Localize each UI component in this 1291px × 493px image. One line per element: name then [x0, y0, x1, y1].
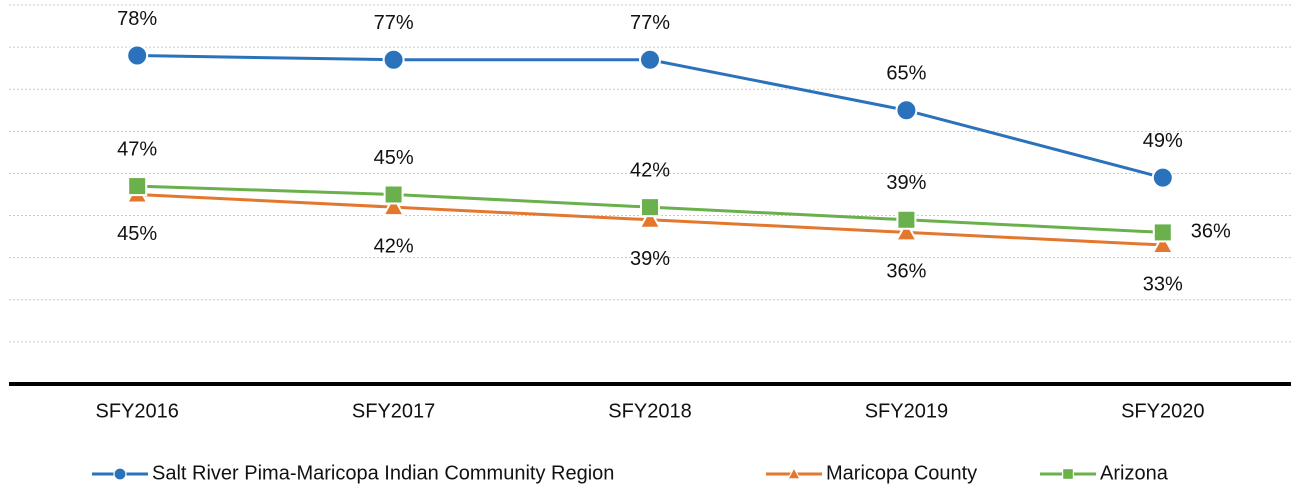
legend-label: Salt River Pima-Maricopa Indian Communit… [152, 462, 614, 484]
data-point [127, 176, 148, 197]
data-point [381, 195, 406, 217]
data-point [896, 209, 917, 230]
data-label: 39% [886, 172, 926, 194]
legend-label: Arizona [1100, 462, 1169, 484]
data-label: 47% [117, 138, 157, 160]
data-point [895, 99, 918, 122]
data-point [383, 184, 404, 205]
data-label: 42% [630, 159, 670, 181]
data-label: 36% [886, 261, 926, 283]
x-tick-label: SFY2019 [865, 400, 948, 422]
data-point [1152, 222, 1173, 243]
data-point [1151, 232, 1175, 255]
legend-marker [1061, 467, 1074, 480]
data-label: 77% [630, 12, 670, 34]
data-label: 77% [374, 12, 414, 34]
data-label: 78% [117, 8, 157, 30]
x-tick-label: SFY2018 [608, 400, 691, 422]
legend-marker [113, 467, 127, 481]
data-point [640, 197, 660, 218]
data-point [894, 220, 919, 242]
data-point [126, 44, 149, 67]
data-point [638, 207, 662, 229]
x-tick-label: SFY2017 [352, 400, 435, 422]
data-label: 33% [1143, 273, 1183, 295]
data-point [639, 48, 661, 71]
legend-marker [786, 466, 802, 480]
data-point [1151, 166, 1174, 189]
data-label: 42% [374, 235, 414, 257]
data-label: 45% [374, 147, 414, 169]
data-point [382, 48, 405, 71]
data-label: 36% [1191, 221, 1231, 243]
data-label: 39% [630, 248, 670, 270]
x-tick-label: SFY2016 [96, 400, 179, 422]
data-label: 45% [117, 223, 157, 245]
data-label: 65% [886, 63, 926, 85]
x-tick-label: SFY2020 [1121, 400, 1204, 422]
legend-label: Maricopa County [826, 462, 977, 484]
data-label: 49% [1143, 130, 1183, 152]
